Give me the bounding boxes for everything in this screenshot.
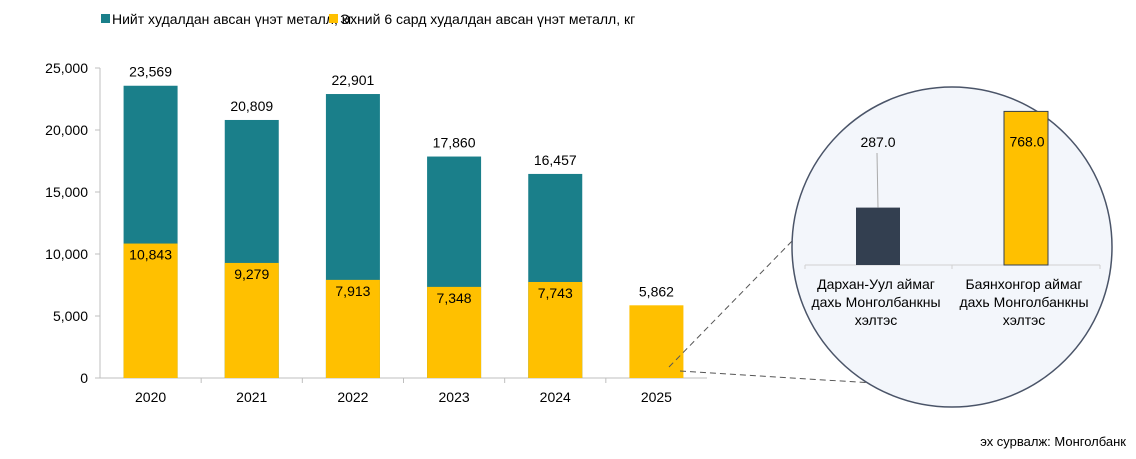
inset-bar-bayankhongor	[1003, 110, 1049, 266]
legend: Нийт худалдан авсан үнэт металл, кг Эхни…	[101, 11, 635, 27]
inset-data-label: 287.0	[860, 134, 895, 150]
inset-category-label: Баянхонгор аймаг	[965, 276, 1082, 292]
bar-six-month	[325, 279, 380, 378]
y-tick-label: 0	[80, 370, 88, 386]
y-tick-label: 15,000	[45, 184, 88, 200]
x-tick-label: 2024	[540, 389, 571, 405]
data-label-total: 20,809	[230, 98, 273, 114]
data-label-total: 22,901	[332, 72, 375, 88]
inset-category-label: дахь Монголбанкны	[811, 294, 940, 310]
data-label-six-month: 7,743	[538, 285, 573, 301]
inset-category-label: Дархан-Уул аймаг	[817, 276, 935, 292]
legend-label-six-month: Эхний 6 сард худалдан авсан үнэт металл,…	[340, 11, 635, 27]
x-tick-label: 2023	[439, 389, 470, 405]
x-tick-label: 2021	[236, 389, 267, 405]
y-tick-label: 20,000	[45, 122, 88, 138]
data-label-total: 16,457	[534, 152, 577, 168]
inset-bar-darkhan	[856, 207, 900, 265]
legend-label-total: Нийт худалдан авсан үнэт металл, кг	[112, 11, 353, 27]
inset-category-label: хэлтэс	[855, 312, 898, 328]
zoom-line-upper	[668, 236, 797, 368]
zoom-circle	[791, 86, 1113, 408]
data-label-six-month: 9,279	[234, 266, 269, 282]
y-tick-label: 25,000	[45, 60, 88, 76]
data-label-total: 17,860	[433, 135, 476, 151]
data-label-six-month: 7,913	[335, 283, 370, 299]
y-tick-label: 10,000	[45, 246, 88, 262]
x-tick-label: 2022	[337, 389, 368, 405]
zoom-connector-lines	[668, 236, 906, 386]
data-label-six-month: 7,348	[437, 290, 472, 306]
bar-six-month	[528, 281, 583, 378]
y-tick-label: 5,000	[53, 308, 88, 324]
data-label-six-month: 5,862	[639, 283, 674, 299]
inset-label-leader	[876, 152, 879, 208]
zoom-line-lower	[679, 370, 906, 386]
inset-category-label: хэлтэс	[1003, 312, 1046, 328]
legend-swatch-total	[101, 14, 110, 23]
inset-data-label: 768.0	[1009, 133, 1044, 149]
source-note: эх сурвалж: Монголбанк	[980, 434, 1126, 449]
data-label-total: 23,569	[129, 64, 172, 80]
x-tick-label: 2025	[641, 389, 672, 405]
bar-six-month	[224, 262, 279, 378]
bar-six-month	[629, 305, 684, 378]
x-tick-label: 2020	[135, 389, 166, 405]
bar-six-month	[427, 286, 482, 378]
inset-category-label: дахь Монголбанкны	[959, 294, 1088, 310]
data-label-six-month: 10,843	[129, 247, 172, 263]
legend-swatch-six-month	[329, 14, 338, 23]
bar-six-month	[123, 243, 178, 378]
